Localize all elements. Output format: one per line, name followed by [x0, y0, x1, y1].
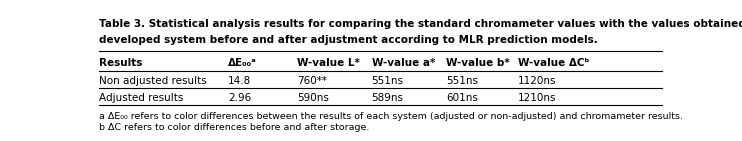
Text: W-value a*: W-value a* — [372, 58, 435, 68]
Text: 590ns: 590ns — [297, 93, 329, 103]
Text: Results: Results — [99, 58, 142, 68]
Text: W-value b*: W-value b* — [447, 58, 510, 68]
Text: 760**: 760** — [297, 76, 327, 86]
Text: 1210ns: 1210ns — [519, 93, 556, 103]
Text: 551ns: 551ns — [372, 76, 404, 86]
Text: W-value L*: W-value L* — [297, 58, 360, 68]
Text: 1120ns: 1120ns — [519, 76, 556, 86]
Text: W-value ΔCᵇ: W-value ΔCᵇ — [519, 58, 590, 68]
Text: ΔE₀₀ᵃ: ΔE₀₀ᵃ — [228, 58, 257, 68]
Text: developed system before and after adjustment according to MLR prediction models.: developed system before and after adjust… — [99, 35, 597, 45]
Text: 589ns: 589ns — [372, 93, 404, 103]
Text: Non adjusted results: Non adjusted results — [99, 76, 206, 86]
Text: 14.8: 14.8 — [228, 76, 251, 86]
Text: 2.96: 2.96 — [228, 93, 251, 103]
Text: 551ns: 551ns — [447, 76, 479, 86]
Text: Table 3. Statistical analysis results for comparing the standard chromameter val: Table 3. Statistical analysis results fo… — [99, 19, 742, 29]
Text: Adjusted results: Adjusted results — [99, 93, 183, 103]
Text: 601ns: 601ns — [447, 93, 479, 103]
Text: a ΔE₀₀ refers to color differences between the results of each system (adjusted : a ΔE₀₀ refers to color differences betwe… — [99, 113, 683, 121]
Text: b ΔC refers to color differences before and after storage.: b ΔC refers to color differences before … — [99, 123, 369, 132]
